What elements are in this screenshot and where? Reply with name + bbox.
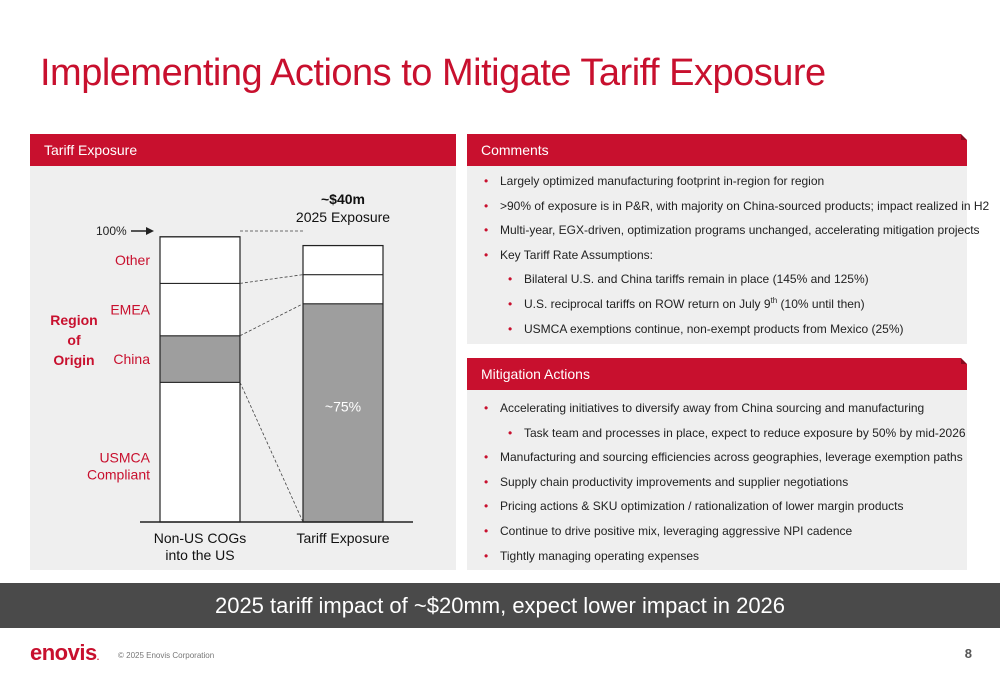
mitigation-item: Supply chain productivity improvements a…: [472, 470, 967, 495]
enovis-logo: enovis.: [30, 640, 99, 665]
bar-segment: [159, 236, 241, 284]
tariff-exposure-panel: [30, 166, 456, 570]
bar-segment: [302, 303, 384, 523]
comment-item: USMCA exemptions continue, non-exempt pr…: [472, 317, 967, 342]
connector-line: [239, 382, 304, 523]
comments-header-label: Comments: [481, 142, 549, 158]
comment-item: Multi-year, EGX-driven, optimization pro…: [472, 218, 980, 243]
bar-segment: [302, 274, 384, 305]
y-axis-title: Region: [50, 312, 97, 328]
comment-item: Key Tariff Rate Assumptions:: [472, 243, 967, 268]
page-number: 8: [964, 646, 972, 661]
marker-arrow-head: [146, 227, 154, 235]
bar-annotation: ~75%: [325, 398, 361, 414]
mitigation-header: Mitigation Actions: [467, 358, 967, 390]
summary-banner: 2025 tariff impact of ~$20mm, expect low…: [0, 583, 1000, 628]
bar-segment: [159, 282, 241, 337]
category-label: Non-US COGs: [154, 530, 247, 546]
connector-line: [239, 274, 304, 284]
mitigation-item: Manufacturing and sourcing efficiencies …: [472, 445, 967, 470]
comment-item: >90% of exposure is in P&R, with majorit…: [472, 194, 989, 219]
connector-line: [239, 303, 304, 337]
bar-segment: [159, 381, 241, 523]
page-title: Implementing Actions to Mitigate Tariff …: [40, 52, 826, 94]
mitigation-item: Task team and processes in place, expect…: [472, 421, 967, 446]
mitigation-item: Tightly managing operating expenses: [472, 544, 967, 569]
top-label-subtitle: 2025 Exposure: [296, 209, 390, 225]
segment-label: USMCA: [99, 450, 150, 466]
comments-list: Largely optimized manufacturing footprin…: [472, 169, 989, 342]
category-label: into the US: [165, 547, 234, 563]
comment-item: Bilateral U.S. and China tariffs remain …: [472, 267, 967, 292]
segment-label: Other: [115, 252, 150, 268]
mitigation-item: Accelerating initiatives to diversify aw…: [472, 396, 967, 421]
comments-header: Comments: [467, 134, 967, 166]
bar-segment: [159, 335, 241, 383]
segment-label: Compliant: [87, 467, 150, 483]
y-axis-title: of: [67, 332, 81, 348]
category-label: Tariff Exposure: [296, 530, 389, 546]
y-axis-title: Origin: [53, 352, 94, 368]
mitigation-item: Continue to drive positive mix, leveragi…: [472, 519, 967, 544]
mitigation-header-label: Mitigation Actions: [481, 366, 590, 382]
marker-label: 100%: [96, 224, 127, 238]
comment-item: Largely optimized manufacturing footprin…: [472, 169, 967, 194]
bar-segment: [302, 245, 384, 276]
top-label-value: ~$40m: [321, 191, 365, 207]
segment-label: China: [113, 351, 150, 367]
mitigation-list: Accelerating initiatives to diversify aw…: [472, 396, 967, 568]
mitigation-item: Pricing actions & SKU optimization / rat…: [472, 494, 967, 519]
comment-item: U.S. reciprocal tariffs on ROW return on…: [472, 292, 967, 317]
copyright-text: © 2025 Enovis Corporation: [118, 651, 215, 660]
segment-label: EMEA: [110, 302, 150, 318]
tariff-exposure-header-label: Tariff Exposure: [44, 142, 138, 158]
tariff-exposure-header: Tariff Exposure: [30, 134, 456, 166]
